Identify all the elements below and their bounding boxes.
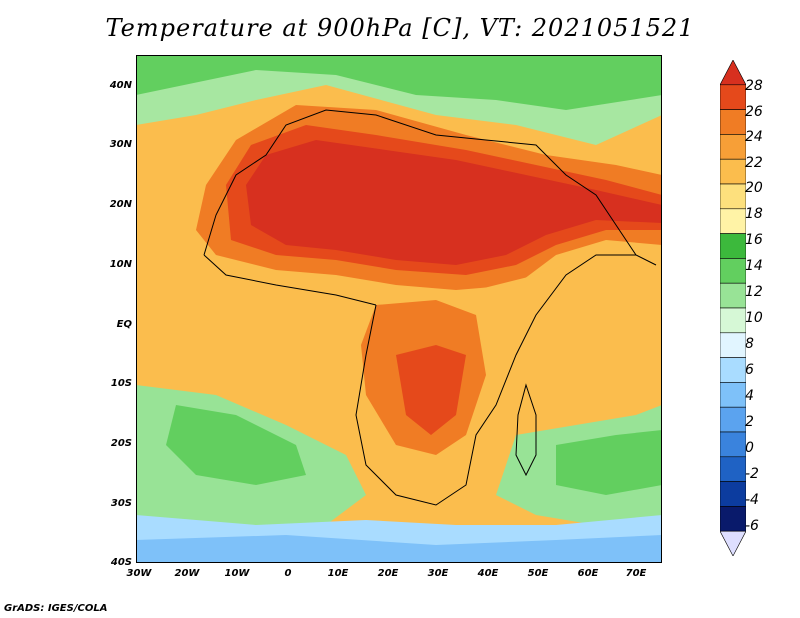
- colorbar-cell: [720, 282, 746, 309]
- lat-label-20n: 20N: [109, 199, 132, 210]
- west-coast: [203, 254, 377, 306]
- colorbar-cell: [720, 84, 746, 110]
- colorbar-label-22: 22: [745, 155, 763, 171]
- colorbar-label-24: 24: [745, 129, 763, 145]
- colorbar-label-neg4: -4: [745, 492, 759, 508]
- lon-label-10w: 10W: [224, 568, 250, 579]
- temperature-field: [136, 55, 662, 563]
- lon-label-20e: 20E: [377, 568, 399, 579]
- lon-label-30e: 30E: [427, 568, 449, 579]
- southern-ocean-cold: [136, 535, 662, 563]
- colorbar-label-10: 10: [745, 310, 763, 326]
- lat-label-40n: 40N: [109, 80, 132, 91]
- colorbar-cell: [720, 183, 746, 210]
- colorbar-cell: [720, 109, 746, 135]
- madagascar: [515, 383, 537, 477]
- south-atlantic-green: [166, 405, 306, 485]
- east-coast: [355, 254, 636, 506]
- colorbar-label-neg6: -6: [745, 518, 759, 534]
- colorbar-label-2: 2: [745, 414, 754, 430]
- colorbar-cell: [720, 357, 746, 383]
- lon-label-10e: 10E: [327, 568, 349, 579]
- colorbar-cell: [720, 530, 746, 556]
- colorbar-cell: [720, 382, 746, 408]
- hottest-core: [246, 140, 662, 265]
- lon-label-40e: 40E: [477, 568, 499, 579]
- colorbar-cell: [720, 60, 746, 86]
- lon-label-20w: 20W: [174, 568, 200, 579]
- colorbar: [720, 60, 746, 556]
- lat-label-30n: 30N: [109, 139, 132, 150]
- colorbar-label-0: 0: [745, 440, 754, 456]
- colorbar-label-16: 16: [745, 232, 763, 248]
- colorbar-label-20: 20: [745, 180, 763, 196]
- lat-label-40s: 40S: [110, 557, 132, 568]
- lat-label-10s: 10S: [110, 378, 132, 389]
- lon-label-30w: 30W: [126, 568, 152, 579]
- colorbar-cell: [720, 332, 746, 358]
- map-title: Temperature at 900hPa [C], VT: 202105152…: [105, 14, 695, 42]
- colorbar-label-6: 6: [745, 362, 754, 378]
- colorbar-label-4: 4: [745, 388, 754, 404]
- lon-label-50e: 50E: [527, 568, 549, 579]
- colorbar-cell: [720, 233, 746, 259]
- colorbar-cell: [720, 134, 746, 160]
- colorbar-label-14: 14: [745, 258, 763, 274]
- coastlines: [203, 109, 657, 506]
- colorbar-cell: [720, 431, 746, 458]
- colorbar-cell: [720, 481, 746, 507]
- colorbar-cell: [720, 406, 746, 433]
- colorbar-cell: [720, 208, 746, 234]
- lon-label-60e: 60E: [577, 568, 599, 579]
- colorbar-cell: [720, 258, 746, 284]
- colorbar-cell: [720, 158, 746, 185]
- lat-label-eq: EQ: [116, 319, 132, 330]
- colorbar-label-18: 18: [745, 206, 763, 222]
- colorbar-cell: [720, 506, 746, 532]
- colorbar-label-neg2: -2: [745, 466, 759, 482]
- colorbar-label-28: 28: [745, 78, 763, 94]
- lat-label-30s: 30S: [110, 498, 132, 509]
- colorbar-cell: [720, 307, 746, 334]
- lon-label-0: 0: [284, 568, 292, 579]
- temperature-map: [136, 55, 662, 563]
- central-africa-hot: [396, 345, 466, 435]
- colorbar-cell: [720, 456, 746, 482]
- colorbar-label-12: 12: [745, 284, 763, 300]
- north-coast: [203, 109, 657, 266]
- colorbar-label-26: 26: [745, 104, 763, 120]
- mediterranean-band: [136, 55, 662, 110]
- lat-label-20s: 20S: [110, 438, 132, 449]
- indian-ocean-green: [556, 430, 662, 495]
- lon-label-70e: 70E: [625, 568, 647, 579]
- lat-label-10n: 10N: [109, 259, 132, 270]
- colorbar-label-8: 8: [745, 336, 754, 352]
- grads-credit: GrADS: IGES/COLA: [4, 603, 108, 614]
